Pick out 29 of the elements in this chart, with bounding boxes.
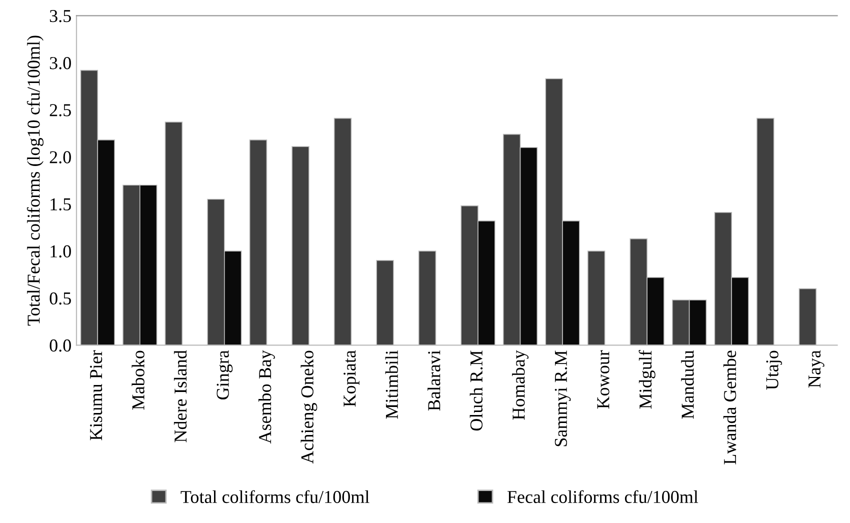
y-tick-label: 1.0 — [50, 245, 71, 258]
y-axis-title: Total/Fecal coliforms (log10 cfu/100ml) — [26, 36, 44, 326]
x-tick-label: Achieng Oneko — [300, 350, 318, 464]
x-tick-label: Maboko — [132, 350, 144, 410]
x-tick-label: Midgulf — [638, 350, 656, 409]
x-tick-label: Homabay — [512, 350, 528, 420]
x-tick-label: Kowour — [597, 350, 610, 409]
x-tick-label: Lwanda Gembe — [723, 350, 736, 464]
y-tick-label: 0.5 — [50, 292, 71, 305]
y-tick-label: 2.0 — [50, 151, 71, 164]
y-tick-label: 1.5 — [50, 198, 71, 210]
x-tick-label: Sammyi R.M — [554, 350, 571, 446]
y-tick-label: 2.5 — [50, 104, 71, 116]
y-tick-label: 3.0 — [50, 57, 71, 70]
x-tick-label: Oluch R.M — [470, 350, 483, 431]
x-tick-label: Kopiata — [344, 350, 360, 407]
y-tick-label: 3.5 — [50, 10, 71, 22]
x-tick-label: Ndere Island — [174, 350, 187, 442]
x-tick-label: Gingra — [216, 350, 233, 400]
y-tick-label: 0.0 — [50, 339, 71, 352]
legend-label: Total coliforms cfu/100ml — [180, 490, 370, 504]
x-tick-label: Mandudu — [681, 350, 694, 419]
legend-label: Fecal coliforms cfu/100ml — [507, 490, 698, 504]
x-tick-label: Kisumu Pier — [90, 350, 102, 440]
x-tick-label: Balaravi — [428, 350, 440, 411]
x-tick-label: Asembo Bay — [258, 350, 275, 444]
x-tick-label: Mitimbili — [385, 350, 398, 419]
x-tick-label: Utajo — [766, 350, 782, 390]
x-tick-label: Naya — [808, 350, 824, 388]
